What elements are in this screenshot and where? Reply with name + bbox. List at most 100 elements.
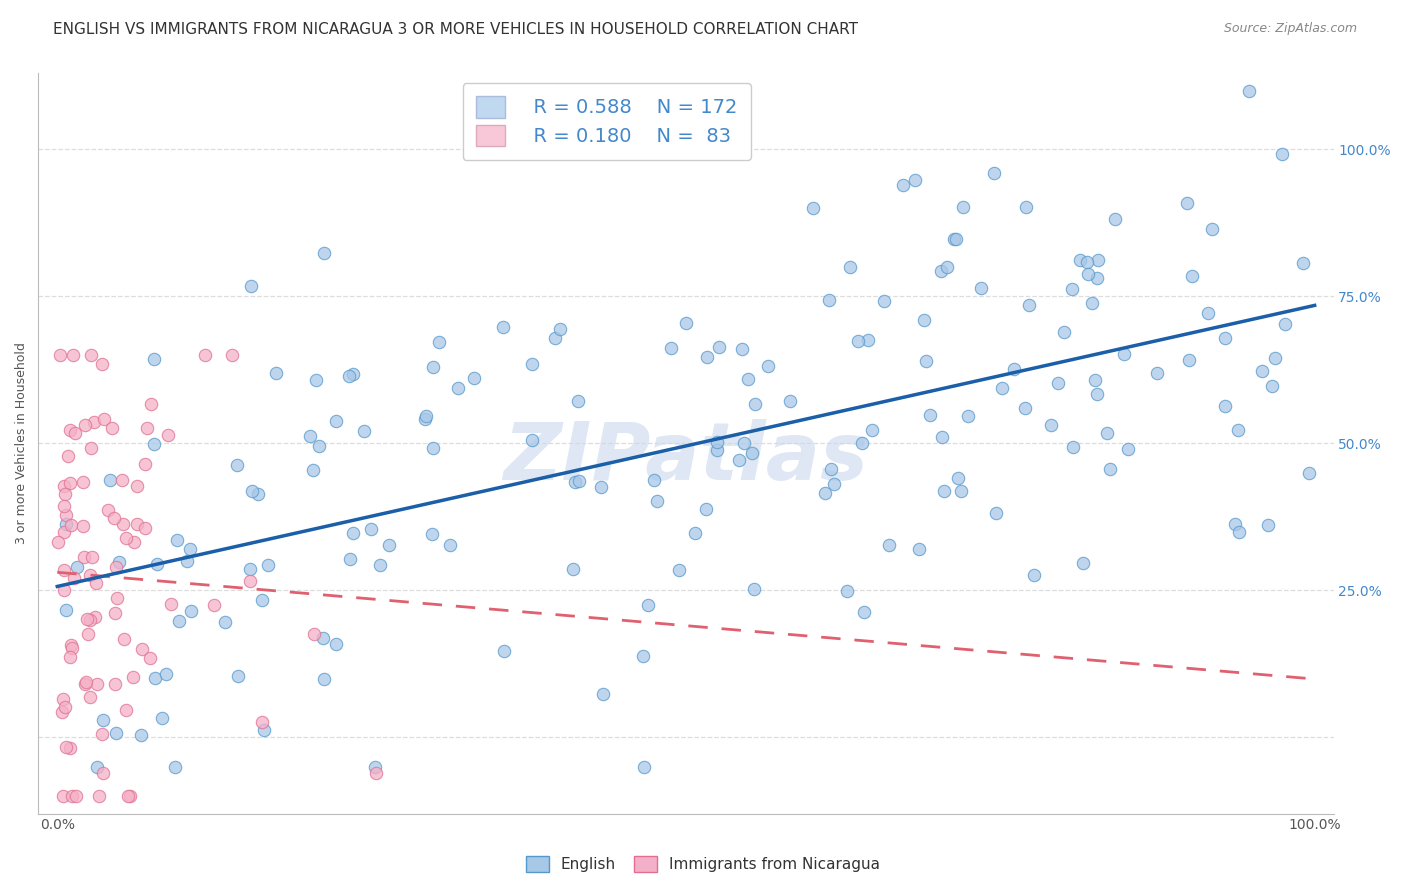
Point (591, 480, 613, 494)
Legend: English, Immigrants from Nicaragua: English, Immigrants from Nicaragua (517, 848, 889, 880)
Point (779, 393, 801, 408)
Point (111, 473, 134, 487)
Point (112, 517, 135, 532)
Point (568, 475, 591, 489)
Point (709, 340, 731, 354)
Point (143, 671, 166, 685)
Point (112, 632, 135, 646)
Point (1060, 282, 1083, 296)
Point (852, 605, 875, 619)
Point (1080, 295, 1102, 310)
Point (53, 525, 76, 540)
Point (986, 507, 1008, 521)
Point (325, 637, 347, 651)
Point (429, 335, 451, 350)
Point (1146, 367, 1168, 381)
Point (83, 415, 105, 429)
Y-axis label: 3 or more Vehicles in Household: 3 or more Vehicles in Household (15, 343, 28, 544)
Point (139, 397, 162, 411)
Point (239, 279, 262, 293)
Point (637, 598, 659, 612)
Point (422, 441, 444, 455)
Point (439, 538, 461, 552)
Point (104, 726, 127, 740)
Point (139, 651, 162, 665)
Point (1084, 373, 1107, 387)
Point (55, 603, 77, 617)
Point (73, 418, 96, 433)
Point (1197, 306, 1219, 320)
Point (55, 508, 77, 522)
Point (706, 443, 728, 458)
Point (1213, 400, 1236, 414)
Text: ZIPatlas: ZIPatlas (503, 419, 869, 497)
Point (1201, 222, 1223, 236)
Point (59, 639, 82, 653)
Point (983, 166, 1005, 180)
Point (1085, 271, 1108, 285)
Point (115, 702, 138, 716)
Point (155, 667, 177, 681)
Point (73, 677, 96, 691)
Point (79, 690, 101, 704)
Point (150, 711, 173, 725)
Point (935, 260, 957, 274)
Point (932, 484, 955, 499)
Point (131, 642, 153, 657)
Point (744, 397, 766, 411)
Point (80, 441, 103, 455)
Point (820, 462, 842, 476)
Point (91, 713, 114, 727)
Point (135, 421, 157, 435)
Point (63, 571, 86, 585)
Point (1014, 200, 1036, 214)
Point (801, 202, 824, 216)
Point (51, 705, 73, 719)
Point (53, 487, 76, 501)
Point (125, 517, 148, 532)
Point (124, 535, 146, 549)
Point (304, 373, 326, 387)
Point (561, 562, 583, 576)
Point (742, 582, 765, 596)
Point (1077, 267, 1099, 281)
Point (873, 294, 896, 309)
Point (117, 789, 139, 803)
Point (567, 393, 589, 408)
Point (253, 723, 276, 738)
Point (366, 765, 388, 780)
Point (1062, 440, 1084, 454)
Point (59, 476, 82, 491)
Point (115, 531, 138, 545)
Point (166, 533, 188, 548)
Point (368, 558, 391, 572)
Text: ENGLISH VS IMMIGRANTS FROM NICARAGUA 3 OR MORE VEHICLES IN HOUSEHOLD CORRELATION: ENGLISH VS IMMIGRANTS FROM NICARAGUA 3 O… (53, 22, 859, 37)
Point (1085, 386, 1108, 401)
Point (82, 549, 104, 564)
Point (1046, 376, 1069, 390)
Point (1087, 253, 1109, 268)
Point (1095, 425, 1118, 440)
Point (360, 522, 382, 536)
Point (239, 574, 262, 588)
Point (1264, 351, 1286, 365)
Point (1040, 417, 1063, 432)
Point (90, 727, 112, 741)
Point (835, 584, 858, 599)
Point (142, 352, 165, 367)
Point (252, 593, 274, 607)
Point (104, 559, 127, 574)
Point (179, 541, 201, 556)
Point (915, 354, 938, 368)
Point (342, 526, 364, 541)
Point (1225, 517, 1247, 532)
Point (314, 245, 336, 260)
Point (1213, 331, 1236, 345)
Point (695, 501, 717, 516)
Point (728, 452, 751, 467)
Point (86, 677, 108, 691)
Point (105, 591, 128, 605)
Point (264, 366, 287, 380)
Point (645, 494, 668, 508)
Point (758, 359, 780, 373)
